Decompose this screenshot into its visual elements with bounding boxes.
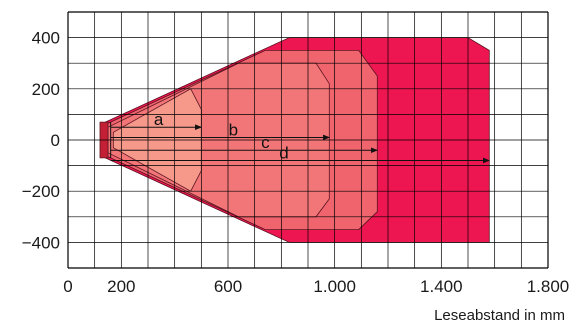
zone-label-a: a [154,110,164,129]
y-tick-label: 0 [51,131,60,150]
x-tick-label: 1.400 [420,277,463,296]
y-tick-label: −200 [22,182,60,201]
x-tick-label: 1.800 [527,277,570,296]
y-tick-label: 200 [32,80,60,99]
zone-label-b: b [229,120,238,139]
x-tick-label: 1.000 [313,277,356,296]
y-tick-label: −400 [22,233,60,252]
grid [67,11,549,269]
x-tick-label: 200 [107,277,135,296]
y-tick-label: 400 [32,29,60,48]
reach-arrows: a b cd [110,110,491,164]
tick-labels: 400 200 0 −200 −400 0 200 600 1.000 1.400 1.800 [22,29,570,296]
x-tick-label: 0 [63,277,72,296]
x-axis-label: Leseabstand in mm [434,307,565,324]
zone-label-c: c [261,133,270,152]
zone-label-d: d [279,143,288,162]
x-tick-label: 600 [214,277,242,296]
